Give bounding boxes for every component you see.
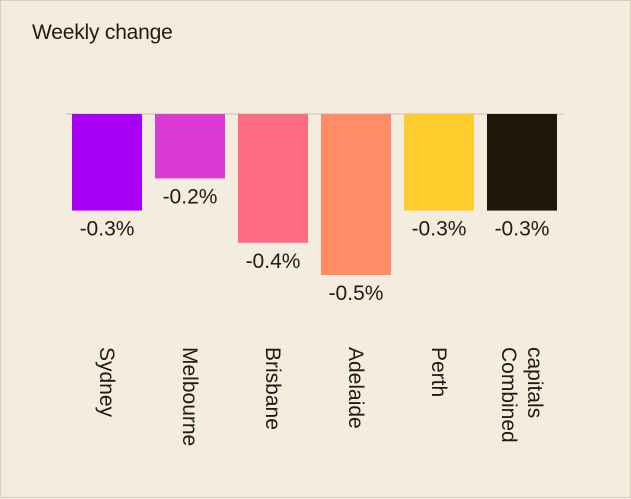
category-label-combined-capitals-line-2: capitals <box>523 347 546 418</box>
bar-adelaide <box>321 114 391 275</box>
category-label-combined-capitals-line-1: Combined <box>497 347 520 443</box>
bar-melbourne <box>155 114 225 179</box>
category-label-line: Brisbane <box>261 347 284 430</box>
category-label-line: Sydney <box>95 347 118 418</box>
category-label-perth: Perth <box>427 347 450 397</box>
category-label-adelaide: Adelaide <box>344 347 367 429</box>
data-label-sydney: -0.3% <box>80 218 135 241</box>
bar-sydney <box>72 114 142 211</box>
category-label-melbourne: Melbourne <box>178 347 201 446</box>
bar-combined-capitals <box>487 114 557 211</box>
data-label-perth: -0.3% <box>412 218 467 241</box>
category-label-line: Perth <box>427 347 450 397</box>
data-label-adelaide: -0.5% <box>329 282 384 305</box>
chart-title: Weekly change <box>32 21 173 44</box>
category-label-line: Adelaide <box>344 347 367 429</box>
category-label-line: capitals <box>523 347 546 418</box>
category-label-line: Melbourne <box>178 347 201 446</box>
category-label-sydney: Sydney <box>95 347 118 418</box>
category-label-line: Combined <box>497 347 520 443</box>
data-label-combined-capitals: -0.3% <box>495 218 550 241</box>
data-label-melbourne: -0.2% <box>163 185 218 208</box>
data-label-brisbane: -0.4% <box>246 250 301 273</box>
bar-brisbane <box>238 114 308 243</box>
bar-perth <box>404 114 474 211</box>
category-label-brisbane: Brisbane <box>261 347 284 430</box>
